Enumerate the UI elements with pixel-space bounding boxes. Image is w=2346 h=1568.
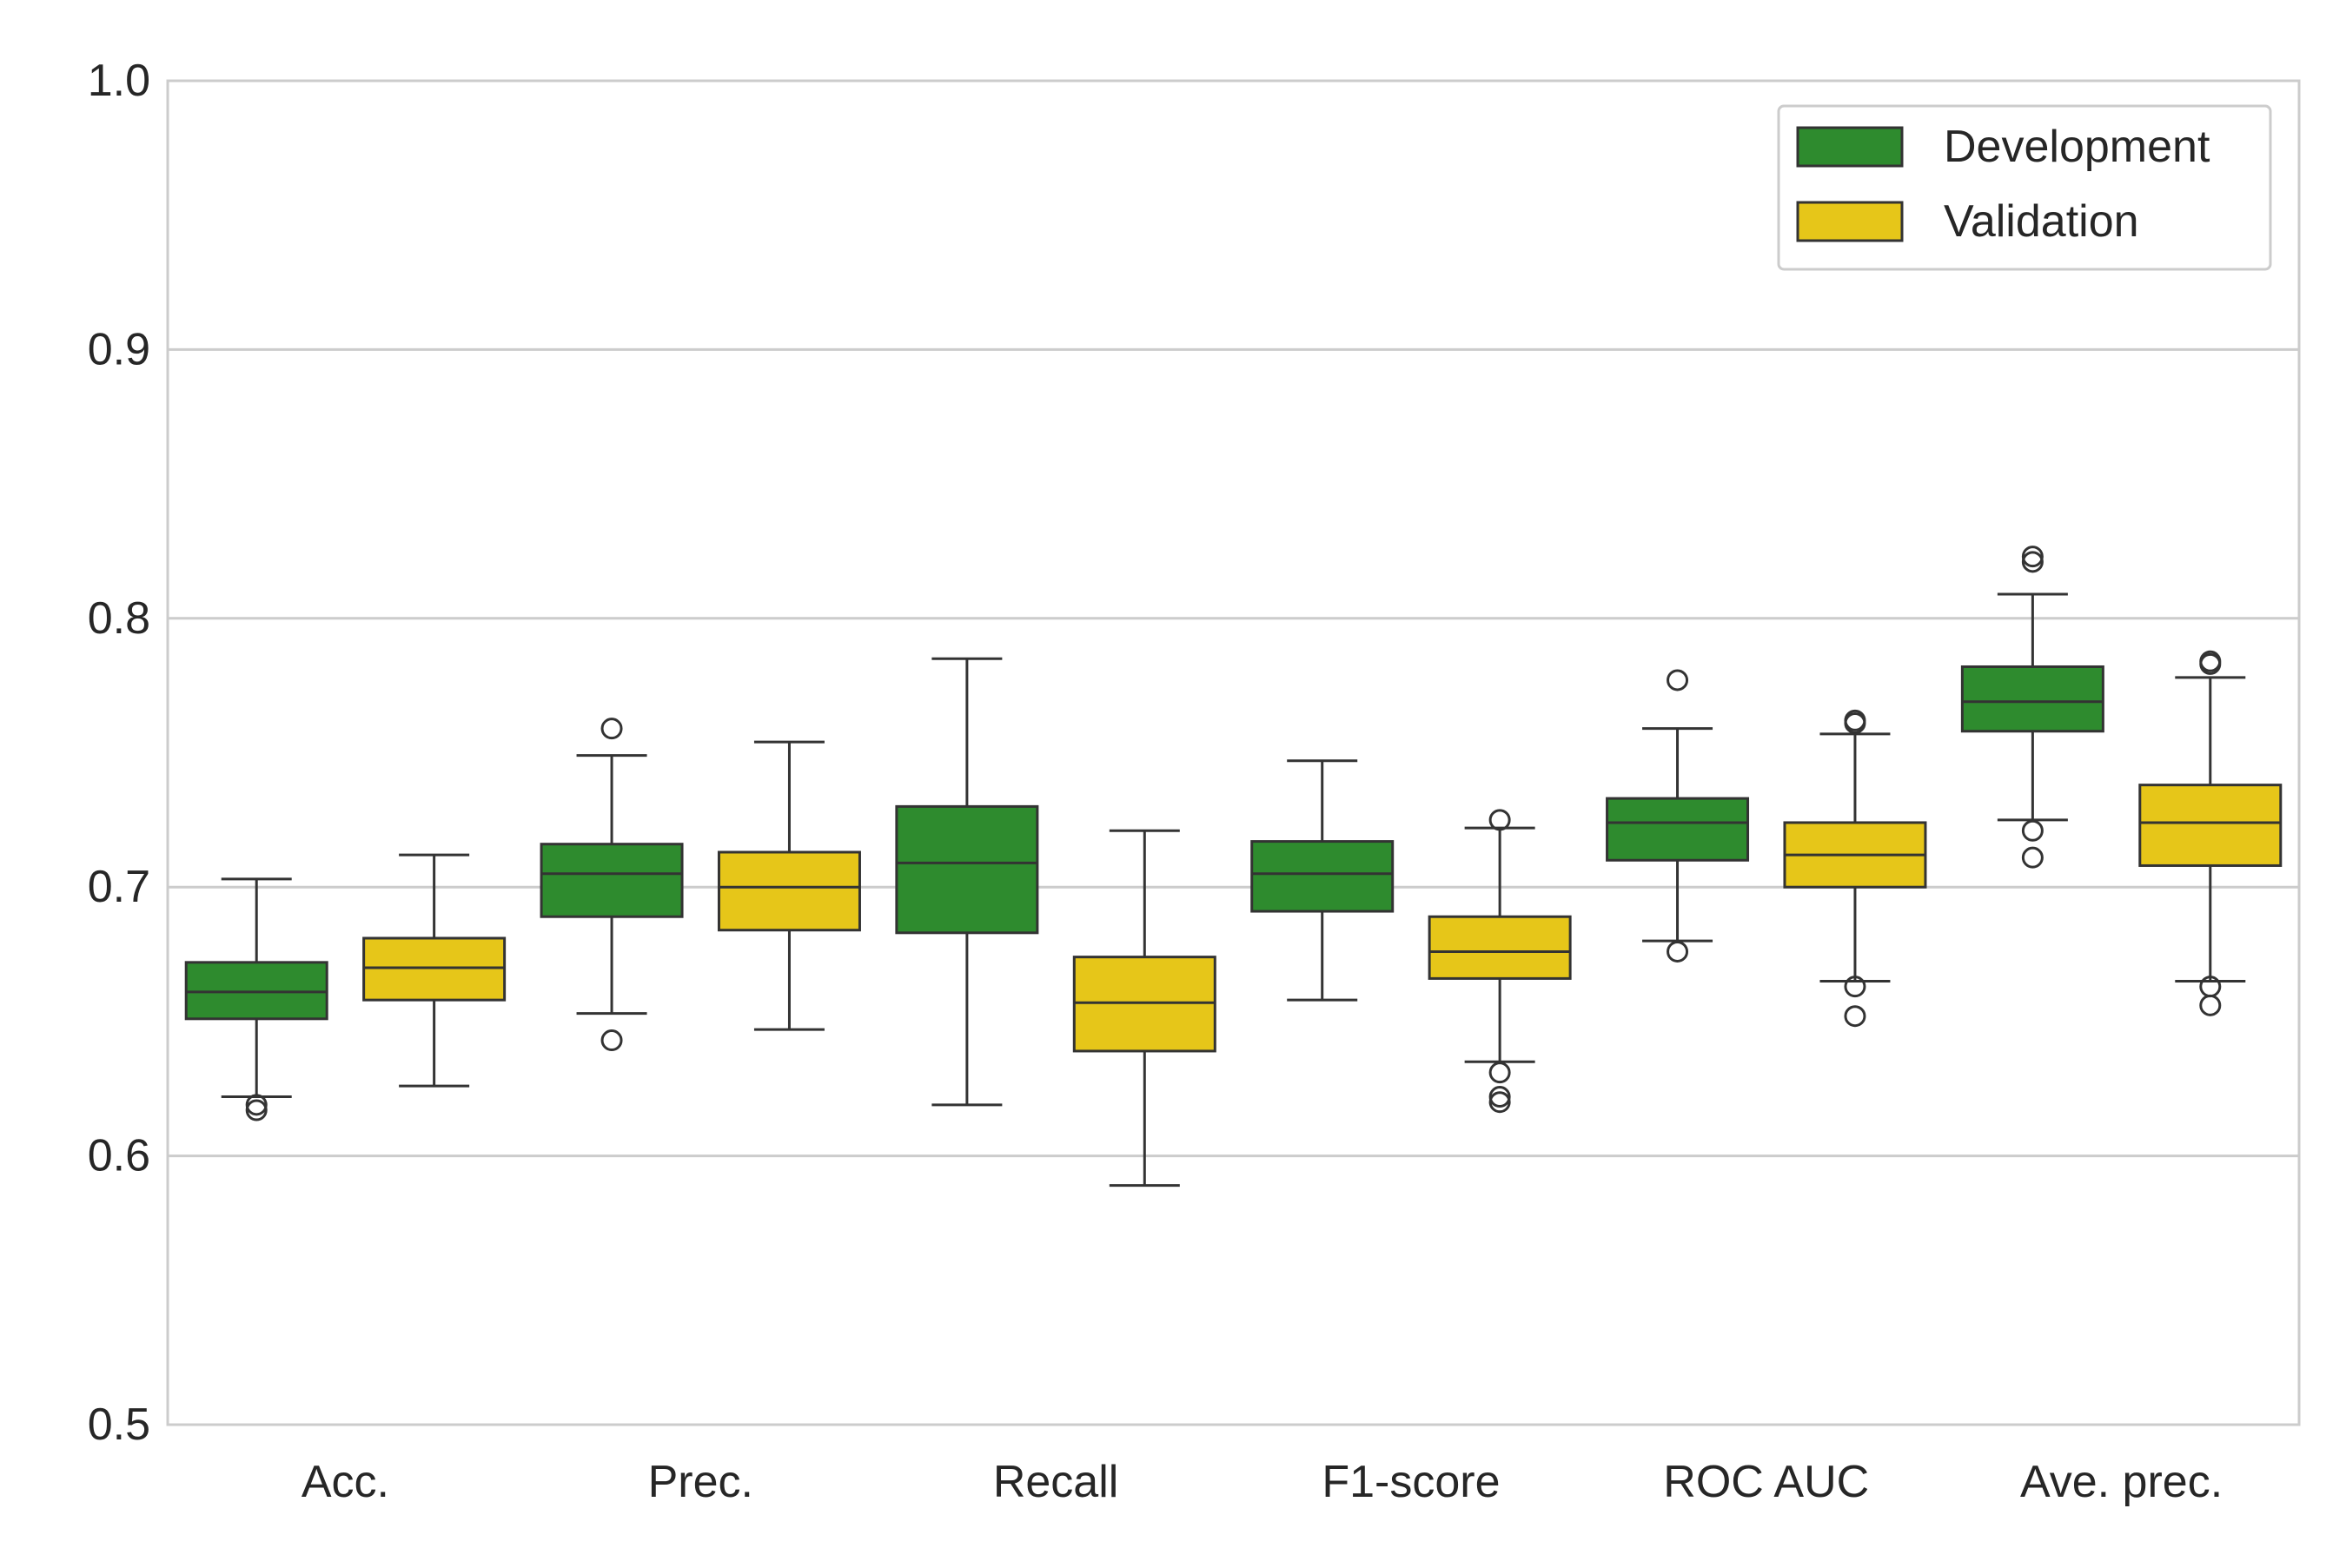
outlier-point: [1667, 669, 1689, 691]
x-tick-label-roc-auc: ROC AUC: [1663, 1457, 1869, 1507]
box-validation-f1-score: [1428, 809, 1572, 1114]
outlier-point: [1488, 809, 1511, 831]
iqr-box: [895, 804, 1039, 935]
y-tick-label: 0.5: [88, 1399, 150, 1450]
plot-frame: [166, 79, 2301, 1426]
iqr-box: [2138, 784, 2283, 867]
iqr-box: [1250, 840, 1395, 913]
outlier-point: [1844, 1005, 1866, 1028]
iqr-box: [540, 843, 684, 918]
outlier-point: [2199, 650, 2222, 672]
y-tick-label: 0.8: [88, 593, 150, 644]
y-tick-label: 0.9: [88, 324, 150, 374]
iqr-box: [1606, 797, 1750, 862]
box-development-recall: [895, 657, 1039, 1107]
legend: Development Validation: [1777, 104, 2272, 271]
outlier-point: [2199, 976, 2222, 998]
outlier-point: [1488, 1086, 1511, 1108]
y-axis-ticks: 0.5 0.6 0.7 0.8 0.9 1.0: [88, 56, 150, 1450]
box-development-roc-auc: [1606, 669, 1750, 963]
box-development-prec: [540, 718, 684, 1052]
box-development-acc: [184, 877, 328, 1121]
box-validation-roc-auc: [1783, 709, 1927, 1028]
outlier-point: [1488, 1062, 1511, 1084]
box-validation-ave-prec: [2138, 650, 2283, 1016]
y-tick-label: 0.7: [88, 862, 150, 912]
outlier-point: [2021, 546, 2044, 568]
iqr-box: [362, 936, 507, 1002]
legend-swatch-validation: [1796, 201, 1904, 242]
x-axis-ticks: Acc. Prec. Recall F1-score ROC AUC Ave. prec.: [302, 1457, 2223, 1507]
outlier-point: [2021, 846, 2044, 869]
box-validation-acc: [362, 853, 507, 1088]
box-development-f1-score: [1250, 759, 1395, 1002]
outlier-point: [1844, 976, 1866, 998]
iqr-box: [717, 850, 861, 932]
y-tick-label: 1.0: [88, 56, 150, 106]
box-validation-prec: [717, 740, 861, 1031]
x-tick-label-acc: Acc.: [302, 1457, 389, 1507]
legend-label-validation: Validation: [1944, 196, 2139, 247]
outlier-point: [1488, 1091, 1511, 1114]
iqr-box: [184, 961, 328, 1021]
y-tick-label: 0.6: [88, 1131, 150, 1181]
outlier-point: [2021, 819, 2044, 842]
gridlines: [168, 347, 2299, 1158]
iqr-box: [1428, 915, 1572, 980]
outlier-point: [245, 1099, 268, 1121]
x-tick-label-recall: Recall: [993, 1457, 1119, 1507]
x-tick-label-f1-score: F1-score: [1322, 1457, 1500, 1507]
outlier-point: [245, 1094, 268, 1116]
outlier-point: [1667, 940, 1689, 963]
box-series: [184, 546, 2283, 1188]
legend-label-development: Development: [1944, 122, 2210, 172]
outlier-point: [600, 718, 623, 740]
x-tick-label-prec: Prec.: [648, 1457, 753, 1507]
x-tick-label-ave-prec: Ave. prec.: [2020, 1457, 2223, 1507]
box-validation-recall: [1072, 829, 1216, 1188]
outlier-point: [2199, 994, 2222, 1016]
iqr-box: [1960, 665, 2104, 733]
box-development-ave-prec: [1960, 546, 2104, 869]
outlier-point: [600, 1029, 623, 1052]
outlier-point: [1844, 709, 1866, 731]
iqr-box: [1072, 956, 1216, 1053]
outlier-point: [2021, 551, 2044, 573]
legend-swatch-development: [1796, 126, 1904, 168]
